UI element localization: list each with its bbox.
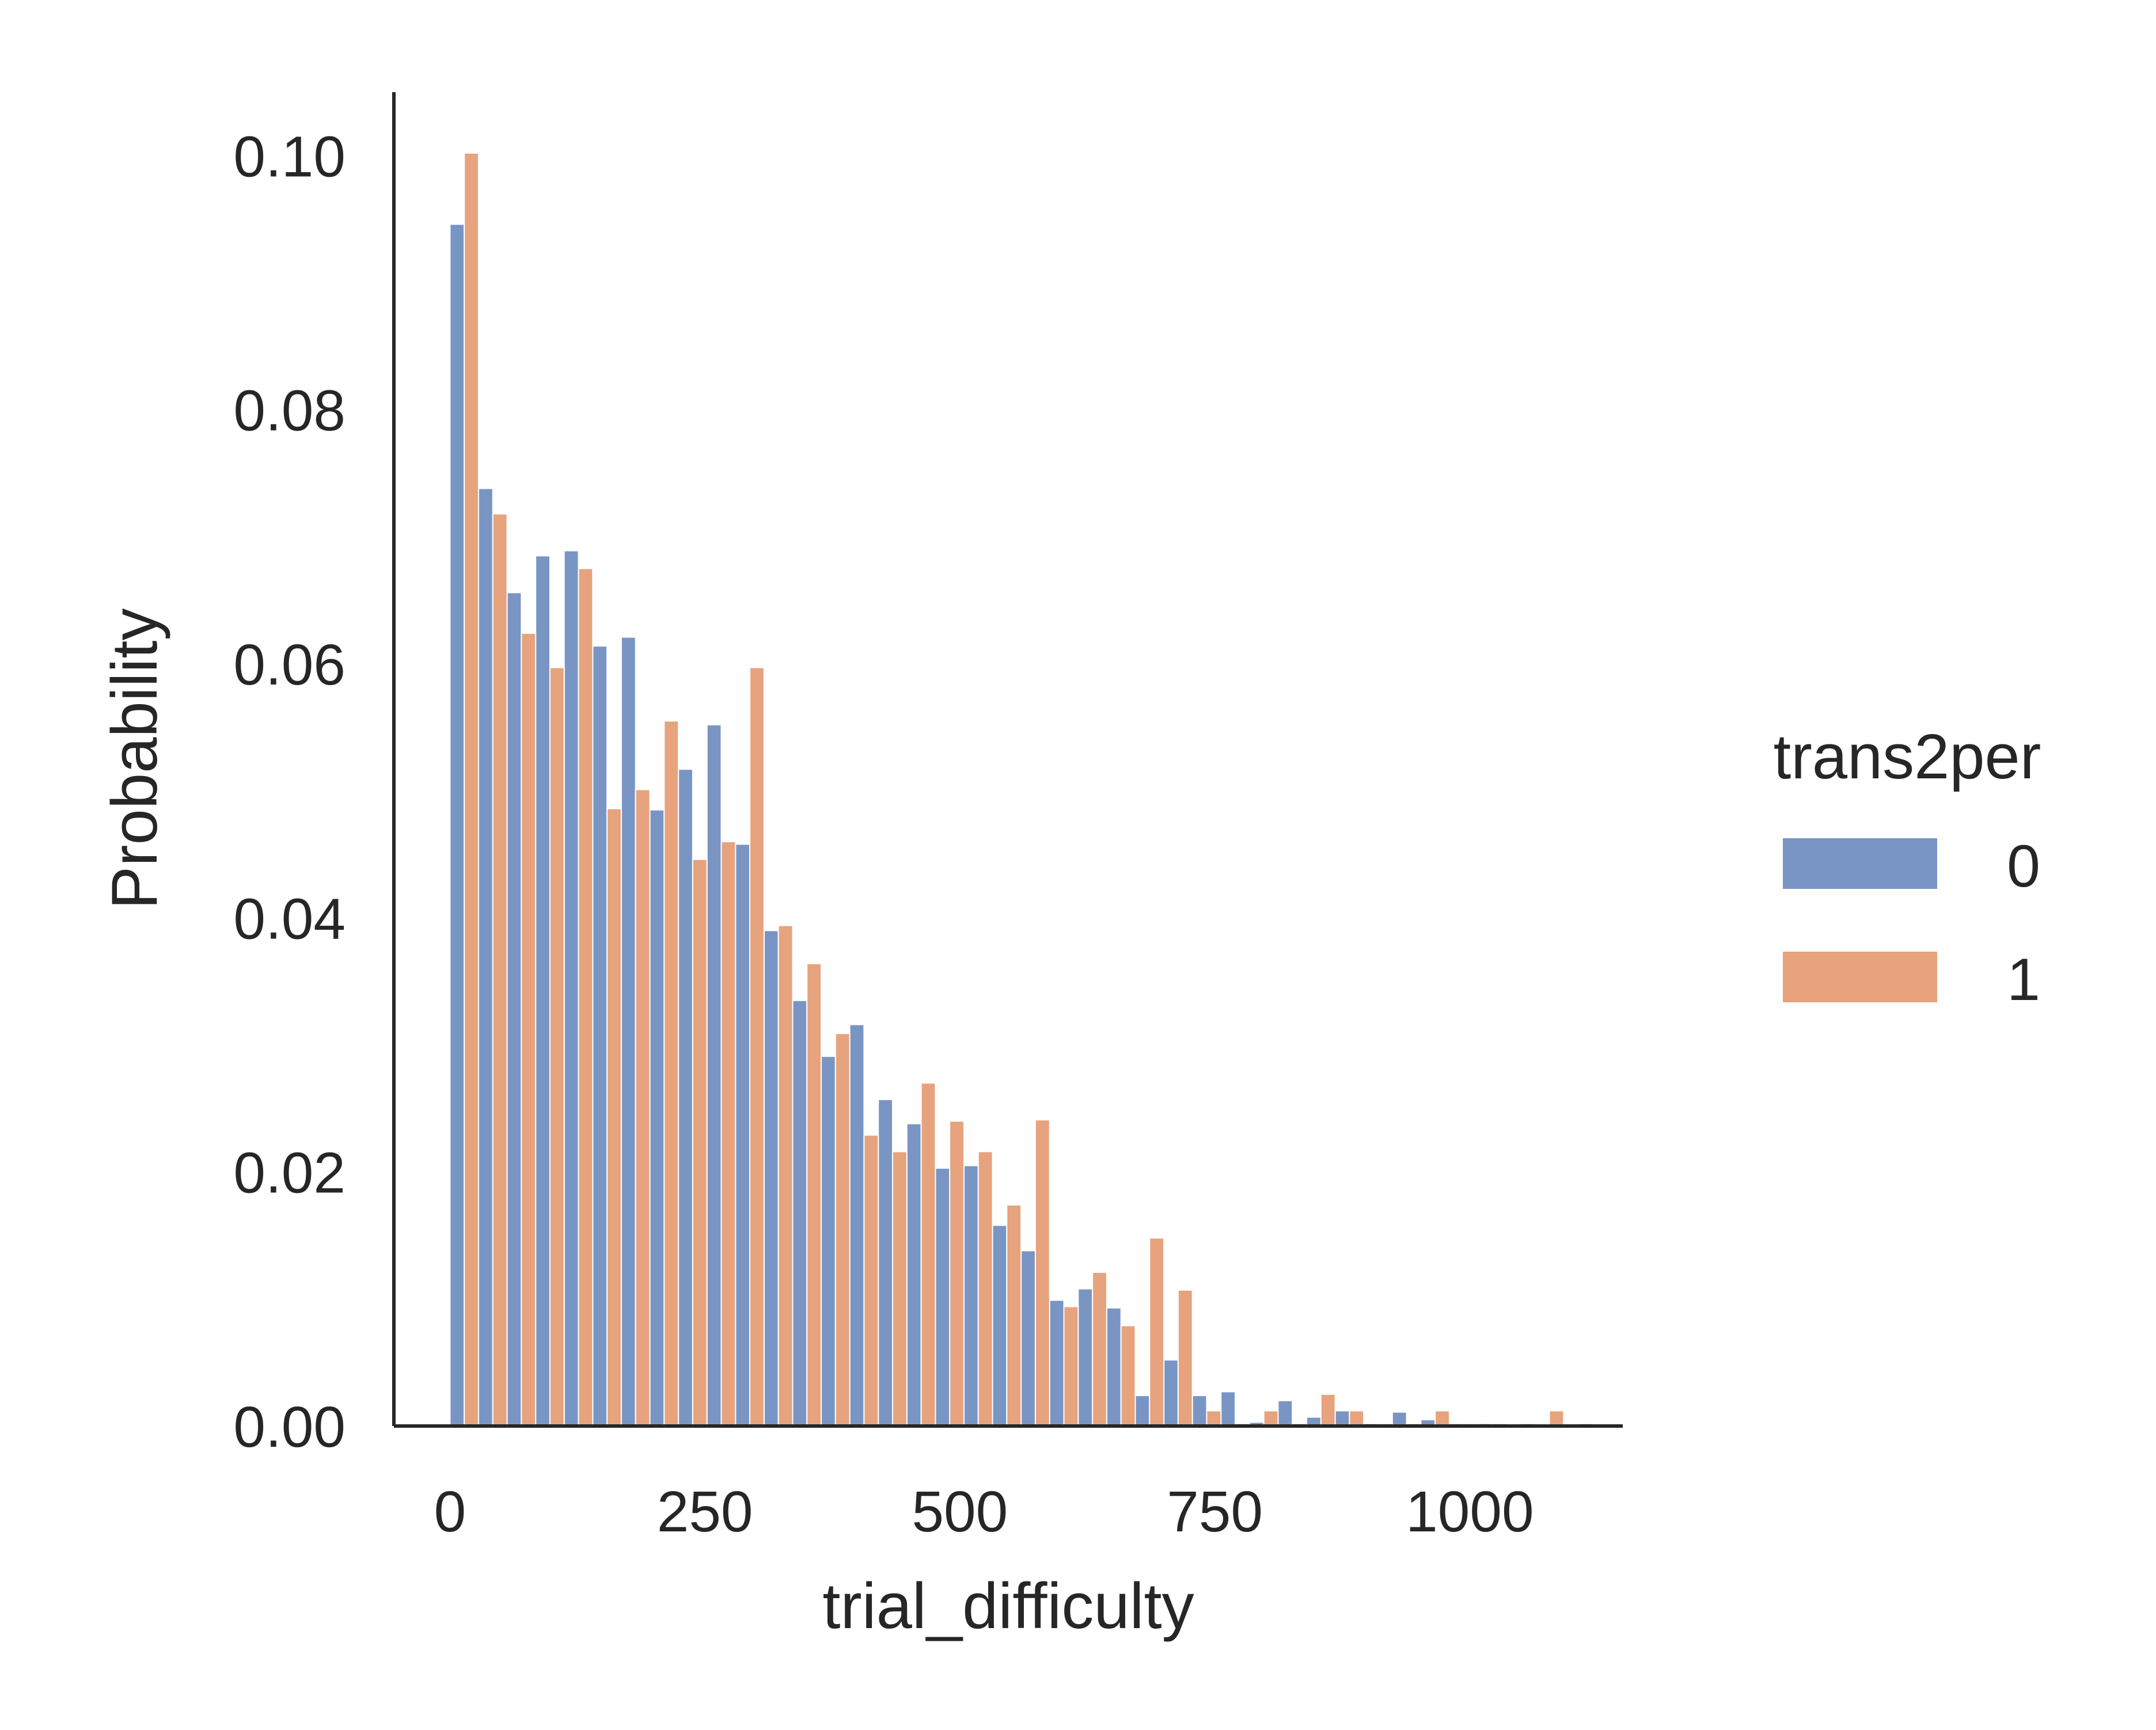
bar-series-0-bin-24 xyxy=(1134,1395,1151,1427)
legend-title: trans2per xyxy=(1774,721,2041,792)
bar-series-1-bin-16 xyxy=(920,1082,936,1427)
bar-series-1-bin-4 xyxy=(578,568,594,1427)
legend-label-1: 1 xyxy=(2007,946,2040,1013)
legend-label-0: 0 xyxy=(2007,833,2040,900)
x-tick-label: 0 xyxy=(434,1480,466,1544)
bar-series-1-bin-38 xyxy=(1548,1410,1565,1427)
bars-layer xyxy=(449,152,1593,1427)
bar-series-0-bin-12 xyxy=(792,999,808,1427)
y-tick-labels: 0.00 0.02 0.04 0.06 0.08 0.10 xyxy=(233,124,346,1459)
bar-series-1-bin-7 xyxy=(663,720,680,1427)
bar-series-1-bin-0 xyxy=(464,152,479,1427)
bar-series-1-bin-19 xyxy=(1006,1204,1022,1427)
bar-series-0-bin-31 xyxy=(1334,1410,1350,1427)
bar-series-0-bin-4 xyxy=(563,550,579,1427)
bar-series-1-bin-20 xyxy=(1034,1119,1050,1427)
x-tick-label: 1000 xyxy=(1406,1480,1534,1544)
x-tick-labels: 0 250 500 750 1000 xyxy=(434,1480,1534,1544)
bar-series-0-bin-2 xyxy=(506,592,522,1427)
bar-series-0-bin-0 xyxy=(449,223,465,1427)
y-tick-label: 0.08 xyxy=(233,379,346,443)
bar-series-1-bin-2 xyxy=(521,633,537,1427)
legend-swatch-0 xyxy=(1783,838,1937,889)
bar-series-1-bin-8 xyxy=(692,858,708,1427)
bar-series-0-bin-17 xyxy=(935,1168,951,1427)
bar-series-0-bin-23 xyxy=(1106,1307,1122,1427)
bar-series-1-bin-12 xyxy=(806,963,822,1427)
bar-series-1-bin-10 xyxy=(749,667,765,1427)
bar-series-0-bin-9 xyxy=(706,724,722,1427)
bar-series-1-bin-26 xyxy=(1206,1410,1222,1427)
x-tick-label: 500 xyxy=(912,1480,1008,1544)
bar-series-0-bin-25 xyxy=(1163,1359,1179,1427)
bar-series-1-bin-5 xyxy=(606,808,622,1427)
bar-series-1-bin-21 xyxy=(1063,1306,1079,1427)
bar-series-1-bin-30 xyxy=(1320,1393,1336,1427)
bar-series-1-bin-13 xyxy=(834,1033,851,1427)
y-tick-label: 0.10 xyxy=(233,124,346,189)
bar-series-0-bin-26 xyxy=(1191,1395,1208,1427)
bar-series-1-bin-23 xyxy=(1120,1325,1136,1427)
legend: trans2per 0 1 xyxy=(1774,721,2041,1013)
bar-series-0-bin-14 xyxy=(849,1024,865,1427)
bar-series-1-bin-6 xyxy=(635,789,651,1427)
bar-series-0-bin-8 xyxy=(678,769,693,1427)
bar-series-0-bin-1 xyxy=(477,488,494,1427)
bar-series-1-bin-11 xyxy=(777,925,794,1427)
bar-series-0-bin-20 xyxy=(1020,1250,1036,1427)
y-tick-label: 0.04 xyxy=(233,887,346,951)
bar-series-1-bin-31 xyxy=(1349,1410,1365,1427)
bar-series-0-bin-11 xyxy=(763,930,779,1427)
x-axis-title: trial_difficulty xyxy=(822,1570,1194,1642)
bar-series-0-bin-5 xyxy=(592,645,608,1427)
bar-series-0-bin-29 xyxy=(1277,1400,1293,1427)
bar-series-0-bin-22 xyxy=(1077,1288,1094,1427)
x-tick-label: 750 xyxy=(1167,1480,1263,1544)
bar-series-0-bin-21 xyxy=(1049,1299,1065,1427)
bar-series-0-bin-13 xyxy=(821,1055,836,1427)
bar-series-0-bin-33 xyxy=(1391,1411,1407,1427)
bar-series-1-bin-25 xyxy=(1177,1289,1193,1427)
bar-series-0-bin-6 xyxy=(620,636,636,1427)
bar-series-0-bin-16 xyxy=(906,1123,922,1427)
bar-series-1-bin-28 xyxy=(1263,1410,1279,1427)
bar-series-1-bin-3 xyxy=(549,667,565,1427)
bar-series-0-bin-15 xyxy=(878,1098,893,1427)
x-tick-label: 250 xyxy=(657,1480,753,1544)
bar-series-1-bin-9 xyxy=(720,841,737,1427)
bar-series-0-bin-27 xyxy=(1220,1391,1236,1427)
y-axis-title: Probability xyxy=(98,609,170,910)
bar-series-1-bin-24 xyxy=(1149,1237,1165,1427)
y-tick-label: 0.02 xyxy=(233,1141,346,1206)
bar-series-0-bin-18 xyxy=(963,1165,979,1427)
bar-series-1-bin-15 xyxy=(891,1151,908,1427)
bar-series-1-bin-17 xyxy=(949,1120,965,1427)
bar-series-0-bin-7 xyxy=(649,809,665,1427)
y-tick-label: 0.00 xyxy=(233,1395,346,1459)
bar-series-1-bin-1 xyxy=(492,513,508,1427)
y-tick-label: 0.06 xyxy=(233,633,346,697)
legend-swatch-1 xyxy=(1783,952,1937,1002)
bar-series-1-bin-18 xyxy=(977,1151,993,1427)
bar-series-1-bin-22 xyxy=(1092,1271,1107,1427)
bar-series-0-bin-19 xyxy=(992,1225,1008,1427)
bar-series-1-bin-34 xyxy=(1434,1410,1450,1427)
bar-series-0-bin-3 xyxy=(535,555,551,1427)
bar-series-1-bin-14 xyxy=(863,1134,879,1427)
bar-series-0-bin-10 xyxy=(735,843,751,1427)
